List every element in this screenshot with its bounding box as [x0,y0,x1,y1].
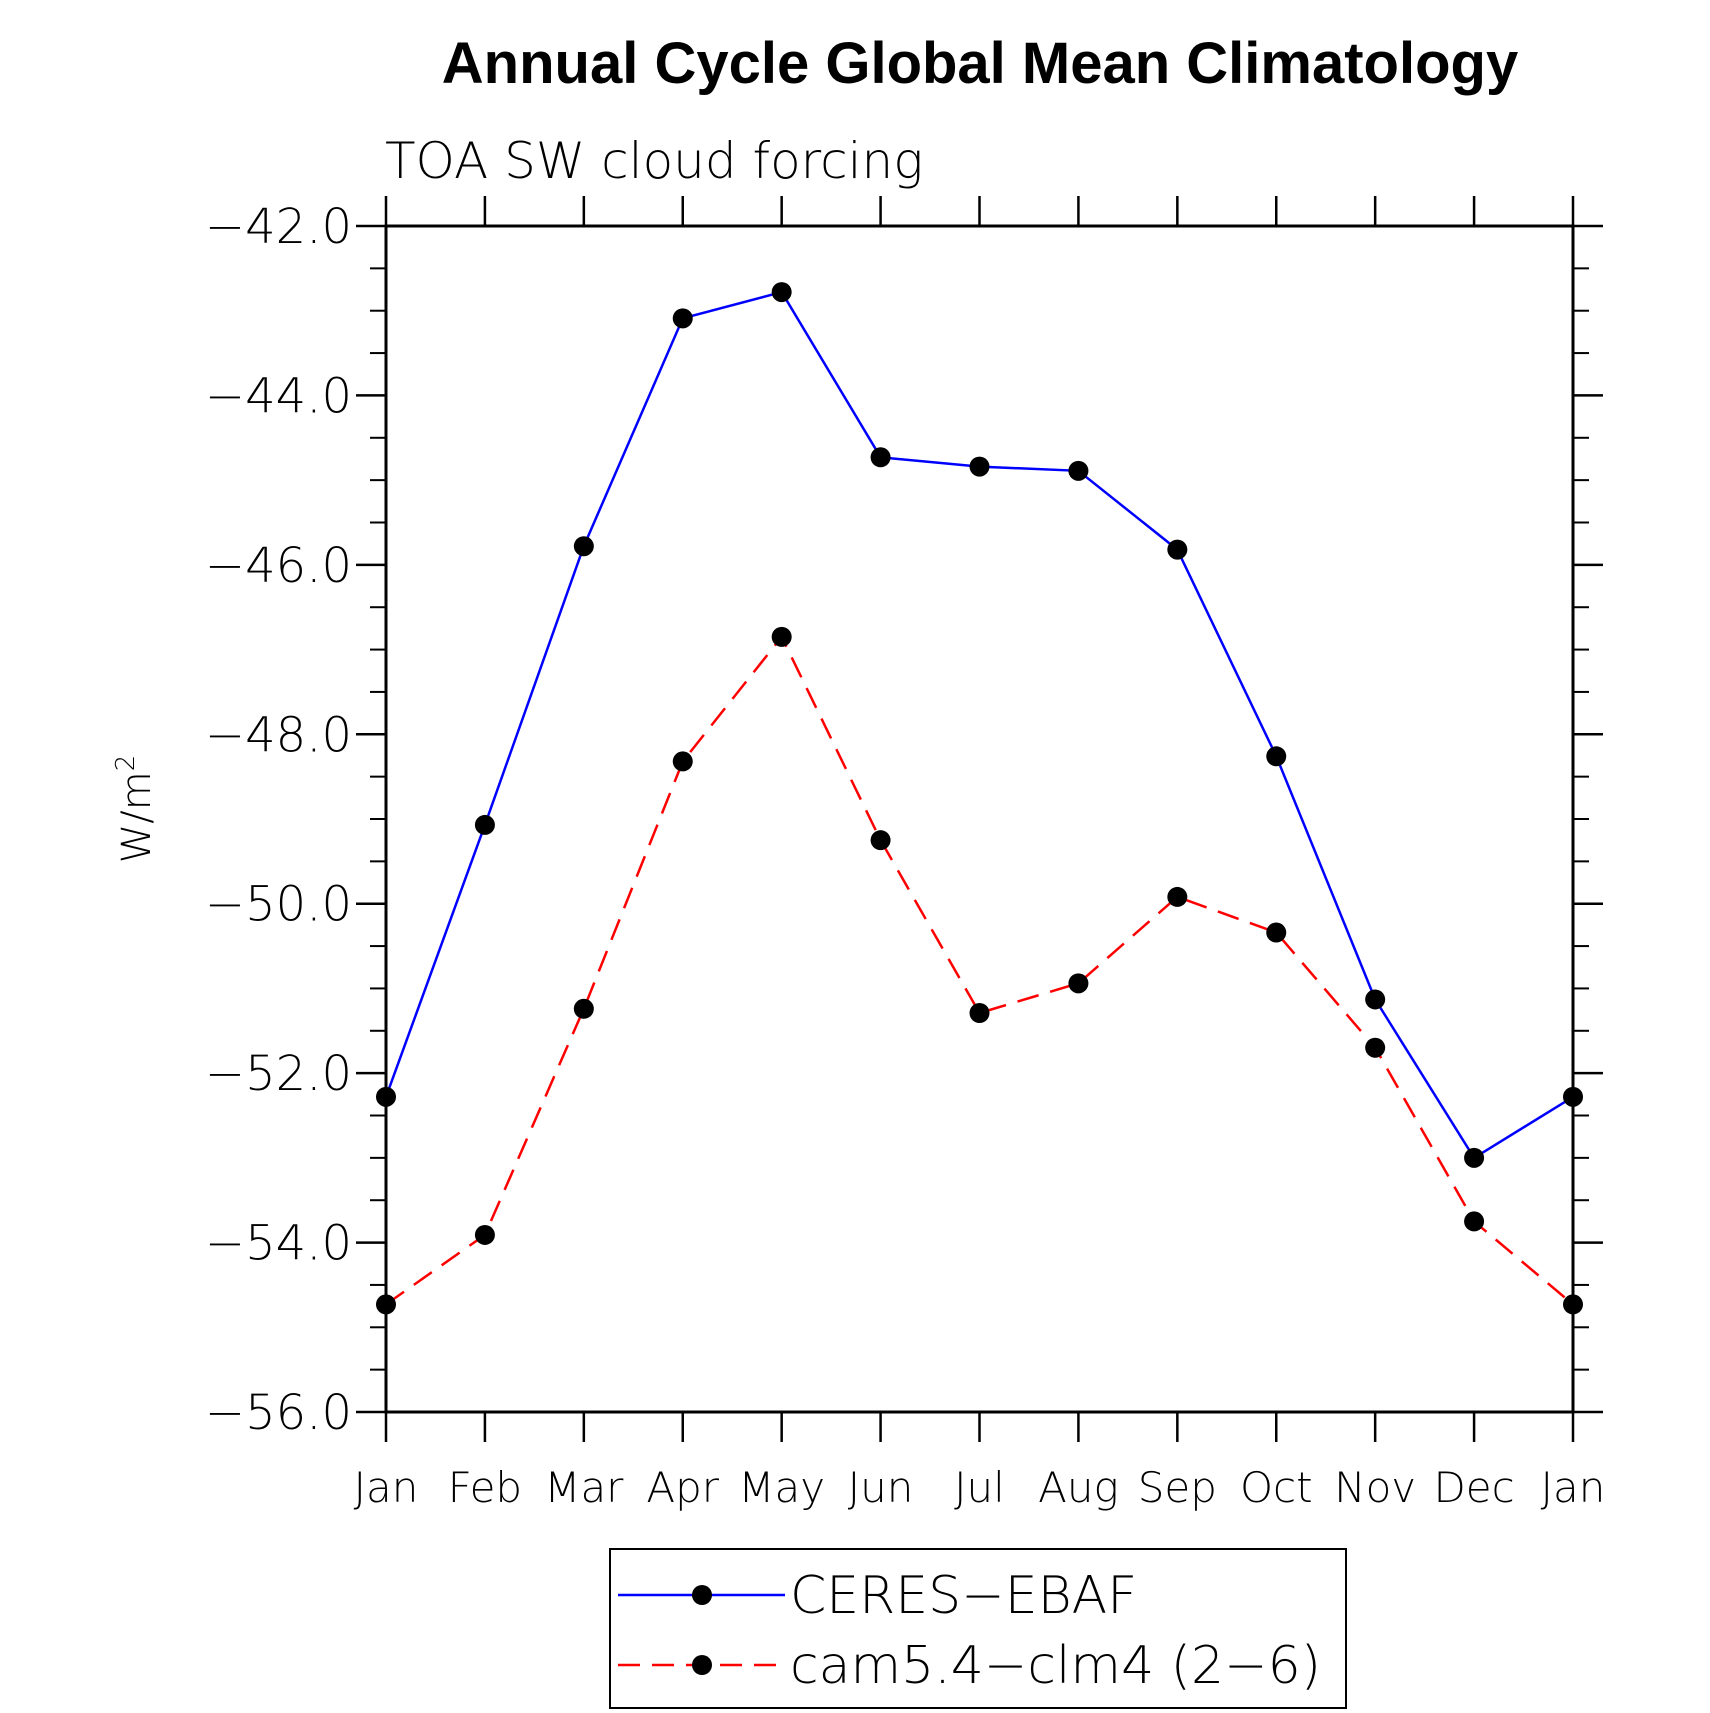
y-tick-label: −52.0 [205,1046,352,1102]
y-tick-label: −46.0 [205,538,352,594]
series-1-point [573,998,594,1019]
x-tick-label: Oct [1240,1463,1313,1512]
chart-subtitle: TOA SW cloud forcing [385,132,923,190]
series-1-point [672,751,693,772]
y-tick-label: −50.0 [205,877,352,933]
y-tick-label: −42.0 [205,199,352,255]
x-tick-label: Jan [354,1463,419,1512]
x-tick-label: Jul [954,1463,1005,1512]
legend-marker-cam [692,1655,712,1675]
series-0-point [1167,539,1188,560]
series-1-point [1266,922,1287,943]
chart-title: Annual Cycle Global Mean Climatology [442,31,1518,96]
series-0-point [771,282,792,303]
x-tick-label: Jun [848,1463,914,1512]
series-1-point [474,1224,495,1245]
y-axis-label: W/m2 [111,755,160,864]
series-1-point [771,626,792,647]
x-tick-label: May [738,1463,825,1512]
series-1-point [1167,886,1188,907]
series-0-point [1266,746,1287,767]
plot-frame [384,224,1575,1414]
x-tick-label: Jan [1541,1463,1606,1512]
series-0-point [870,447,891,468]
legend-box [609,1548,1347,1709]
y-tick-label: −56.0 [205,1385,352,1441]
y-tick-label: −54.0 [205,1216,352,1272]
series-1-point [969,1002,990,1023]
series-line-1 [385,634,1574,1306]
legend-marker-ceres [692,1585,712,1605]
x-tick-label: Feb [448,1463,522,1512]
series-0-point [474,814,495,835]
tick-marks [356,196,1603,1442]
x-tick-label: Sep [1138,1463,1217,1512]
y-axis-label-text: W/m [114,771,160,863]
x-tick-label: Nov [1334,1463,1416,1512]
series-0-point [1068,460,1089,481]
y-tick-labels: −56.0 −54.0 −52.0 −50.0 −48.0 −46.0 −44.0 −42.0 [205,199,352,1441]
series-1-point [870,830,891,851]
legend: CERES−EBAF cam5.4−clm4 (2−6) [609,1548,1347,1709]
series-1-point [376,1294,396,1315]
series-1-point [1365,1037,1386,1058]
y-tick-label: −48.0 [205,707,352,763]
legend-label-ceres: CERES−EBAF [790,1566,1137,1626]
series-1-point [1068,973,1089,994]
series-1-point [1563,1294,1583,1315]
series-0-point [1563,1086,1583,1107]
series-0-point [672,308,693,329]
series-line-0 [384,290,1574,1160]
x-tick-label: Apr [646,1463,719,1512]
x-tick-label: Mar [544,1463,624,1512]
y-tick-label: −44.0 [205,368,352,424]
series-1-point [1464,1211,1485,1232]
series-0-point [573,536,594,557]
x-tick-label: Aug [1038,1463,1119,1512]
legend-label-cam: cam5.4−clm4 (2−6) [790,1636,1321,1696]
series-layer [376,282,1583,1315]
svg-text:W/m2: W/m2 [111,755,160,864]
series-0-point [969,456,990,477]
series-0-point [376,1086,396,1107]
series-0-point [1464,1147,1485,1168]
x-tick-label: Dec [1433,1463,1514,1512]
x-tick-labels: Jan Feb Mar Apr May Jun Jul Aug Sep Oct Nov Dec Jan [354,1463,1606,1512]
series-0-point [1365,989,1386,1010]
y-axis-label-superscript: 2 [111,755,141,772]
